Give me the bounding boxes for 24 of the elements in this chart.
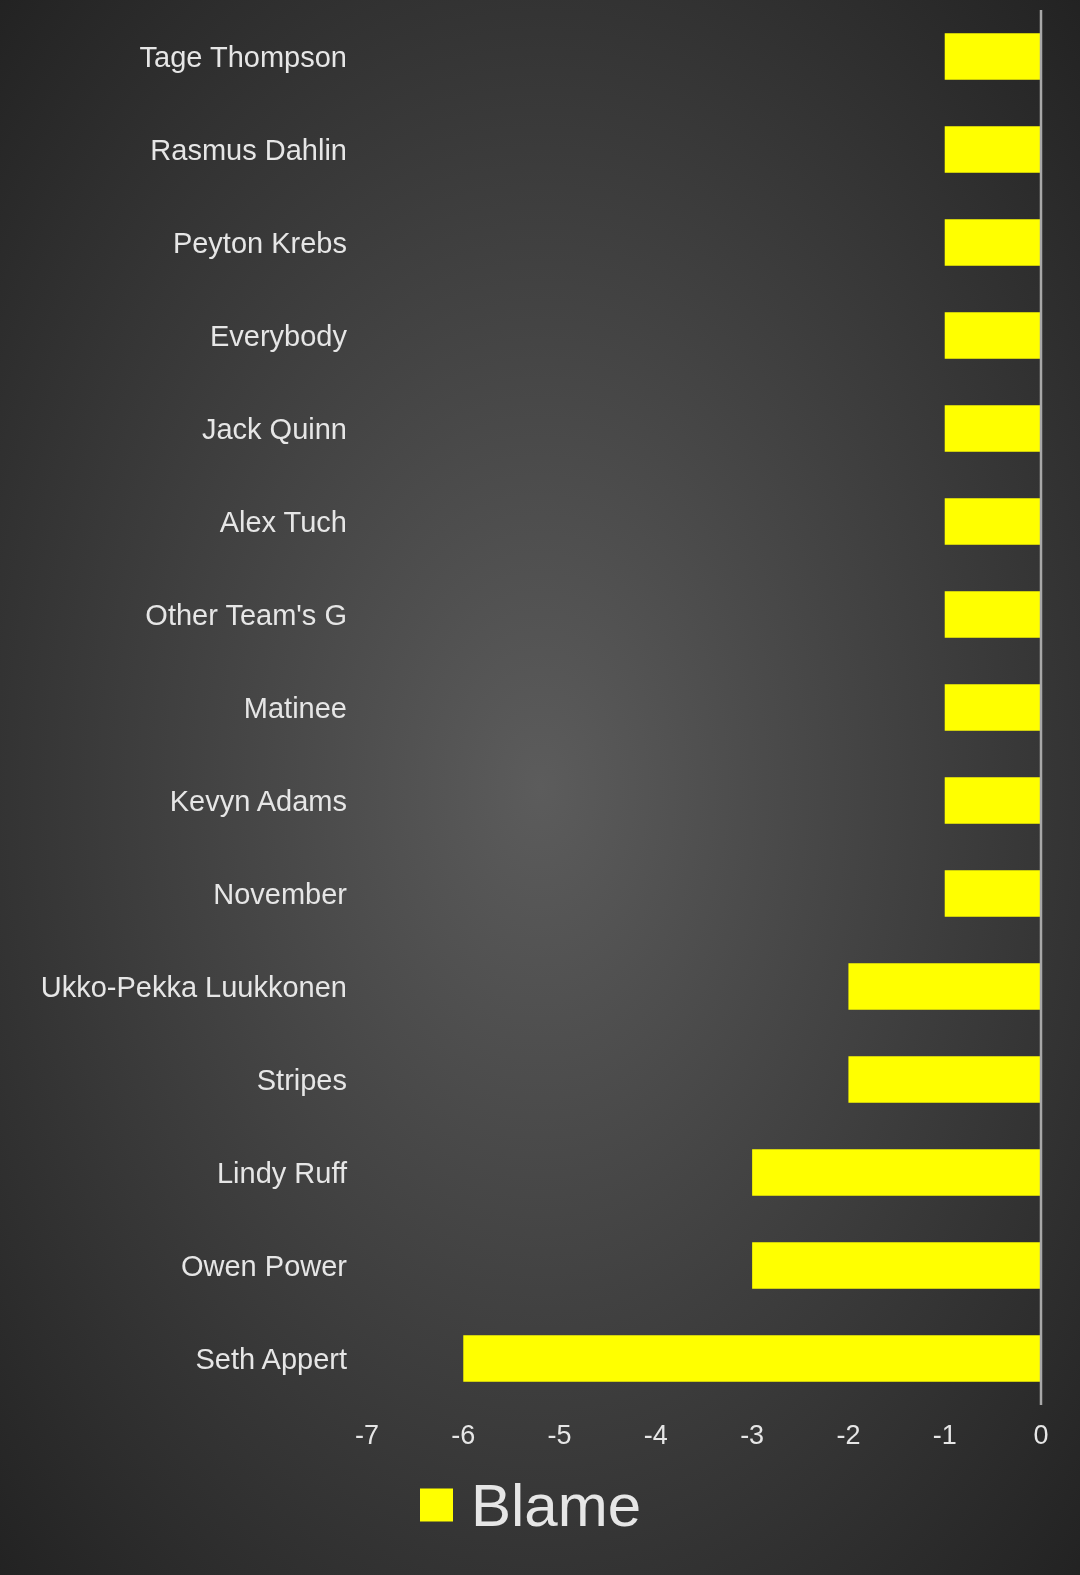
x-tick-label: -5 — [547, 1420, 572, 1450]
x-tick-label: -6 — [451, 1420, 476, 1450]
y-tick-label: Alex Tuch — [219, 505, 347, 538]
y-tick-label: Lindy Ruff — [216, 1156, 348, 1189]
y-tick-label: Other Team's G — [145, 598, 347, 631]
x-tick-label: -1 — [932, 1420, 957, 1450]
y-tick-label: Rasmus Dahlin — [150, 133, 347, 166]
y-tick-label: Everybody — [209, 319, 348, 352]
y-tick-label: Owen Power — [180, 1249, 348, 1282]
y-tick-label: Peyton Krebs — [172, 226, 347, 259]
y-tick-label: Stripes — [256, 1063, 347, 1096]
x-tick-label: 0 — [1033, 1420, 1049, 1450]
y-tick-label: Kevyn Adams — [169, 784, 347, 817]
x-tick-label: -3 — [740, 1420, 765, 1450]
x-tick-label: -2 — [836, 1420, 861, 1450]
y-tick-label: Jack Quinn — [201, 412, 347, 445]
x-tick-label: -4 — [643, 1420, 668, 1450]
x-tick-label: -7 — [354, 1420, 380, 1450]
legend-label: Blame — [471, 1471, 642, 1539]
y-tick-label: Ukko-Pekka Luukkonen — [40, 970, 347, 1003]
y-tick-label: November — [213, 877, 348, 910]
y-tick-label: Seth Appert — [195, 1342, 347, 1375]
y-tick-label: Tage Thompson — [139, 40, 347, 73]
y-tick-label: Matinee — [243, 691, 347, 724]
